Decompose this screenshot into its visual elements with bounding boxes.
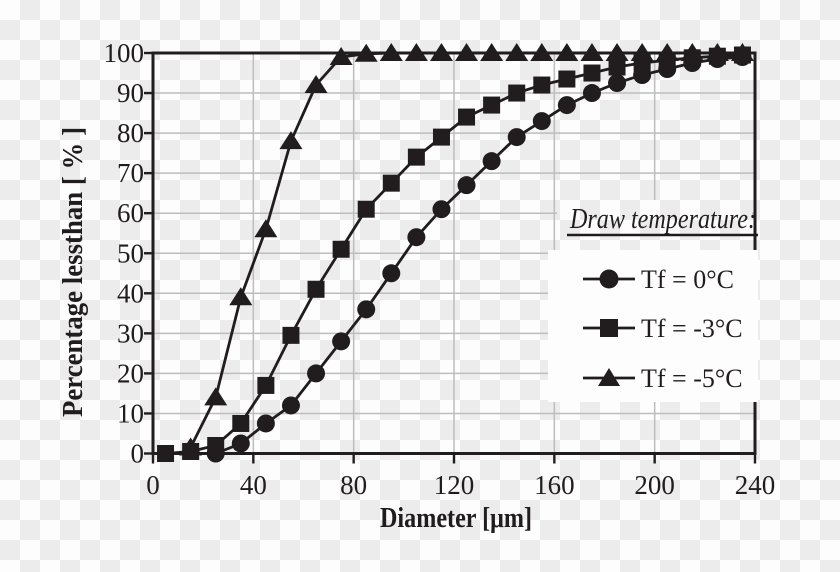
marker-square-tf-3-c-5 [157,445,175,462]
marker-triangle-tf-5-c-175 [580,43,604,61]
marker-square-tf-3-c-75 [332,240,350,258]
marker-square-tf-3-c-85 [357,200,375,218]
marker-triangle-tf-5-c-185 [605,43,629,61]
y-tick-label-100: 100 [104,38,145,68]
marker-triangle-tf-5-c-215 [680,43,704,61]
marker-triangle-tf-5-c-115 [429,43,453,61]
marker-circle-tf-0-c-55 [281,396,300,415]
marker-triangle-tf-5-c-85 [354,43,378,62]
axis-tick-labels: 0 40 80 120 160 200 240 0 10 20 30 40 50 60 70 80 90 100 [104,38,776,500]
marker-square-tf-3-c-25 [207,436,225,454]
legend-label-tf-minus5c: Tf = -5°C [641,364,743,393]
marker-triangle-tf-5-c-75 [329,47,353,66]
triangle-marker-icon [598,368,620,386]
data-series [157,43,754,463]
marker-circle-tf-0-c-165 [557,96,576,115]
marker-square-tf-3-c-55 [282,326,300,344]
x-tick-label-120: 120 [434,470,475,500]
marker-circle-tf-0-c-115 [432,200,451,219]
marker-triangle-tf-5-c-45 [254,219,278,238]
marker-triangle-tf-5-c-165 [555,43,579,61]
marker-circle-tf-0-c-95 [382,264,401,283]
marker-square-tf-3-c-135 [483,96,501,114]
marker-triangle-tf-5-c-25 [204,387,228,406]
marker-circle-tf-0-c-105 [407,228,426,247]
y-axis-title: Percentage lessthan [ % ] [58,127,89,417]
marker-square-tf-3-c-115 [432,128,450,146]
marker-circle-tf-0-c-185 [608,74,627,93]
marker-triangle-tf-5-c-125 [455,43,479,61]
marker-triangle-tf-5-c-145 [505,43,529,61]
marker-triangle-tf-5-c-95 [379,43,403,61]
marker-triangle-tf-5-c-105 [404,43,428,61]
circle-marker-icon [599,269,619,289]
square-marker-icon [600,319,618,337]
legend-title: Draw temperature: [569,204,756,235]
y-tick-label-20: 20 [117,358,144,388]
series-line-tf-0-c [215,55,743,455]
marker-triangle-tf-5-c-135 [480,43,504,61]
y-tick-label-10: 10 [117,398,144,428]
marker-circle-tf-0-c-85 [357,300,376,319]
marker-square-tf-3-c-175 [583,64,601,82]
y-tick-label-30: 30 [117,318,144,348]
marker-circle-tf-0-c-45 [256,414,275,433]
legend-item-tf-0c: Tf = 0°C [583,265,734,294]
x-axis-title: Diameter [μm] [380,503,532,534]
legend-item-tf-minus3c: Tf = -3°C [583,314,743,343]
y-tick-label-40: 40 [117,278,144,308]
marker-square-tf-3-c-65 [307,280,325,298]
legend-label-tf-minus3c: Tf = -3°C [641,314,743,343]
marker-circle-tf-0-c-75 [332,332,351,351]
marker-triangle-tf-5-c-65 [304,75,328,94]
x-tick-label-0: 0 [146,470,160,500]
legend-label-tf-0c: Tf = 0°C [641,265,734,294]
marker-triangle-tf-5-c-35 [229,287,253,306]
marker-square-tf-3-c-125 [458,108,476,126]
y-tick-label-70: 70 [117,158,144,188]
marker-circle-tf-0-c-135 [482,152,501,171]
marker-square-tf-3-c-185 [608,58,626,76]
marker-circle-tf-0-c-65 [307,364,326,383]
marker-triangle-tf-5-c-235 [730,43,754,61]
marker-triangle-tf-5-c-155 [530,43,554,61]
y-tick-label-90: 90 [117,78,144,108]
marker-square-tf-3-c-105 [407,148,425,166]
marker-square-tf-3-c-145 [508,84,526,102]
marker-triangle-tf-5-c-55 [279,131,303,150]
marker-square-tf-3-c-35 [232,414,250,432]
y-tick-label-0: 0 [131,439,145,469]
y-tick-label-80: 80 [117,118,144,148]
marker-circle-tf-0-c-145 [507,128,526,147]
x-tick-label-80: 80 [340,470,367,500]
marker-triangle-tf-5-c-15 [179,437,203,456]
marker-triangle-tf-5-c-205 [655,43,679,61]
marker-triangle-tf-5-c-195 [630,43,654,61]
marker-square-tf-3-c-45 [257,376,275,394]
marker-circle-tf-0-c-35 [231,434,250,453]
marker-circle-tf-0-c-155 [532,112,551,131]
y-tick-label-60: 60 [117,198,144,228]
marker-square-tf-3-c-165 [558,70,576,88]
legend-title-backdrop [557,200,752,250]
x-tick-label-40: 40 [240,470,267,500]
y-tick-label-50: 50 [117,238,144,268]
marker-square-tf-3-c-95 [382,174,400,192]
x-tick-label-160: 160 [534,470,575,500]
marker-triangle-tf-5-c-225 [705,43,729,61]
legend-item-tf-minus5c: Tf = -5°C [583,364,743,393]
x-tick-label-200: 200 [634,470,675,500]
x-tick-label-240: 240 [735,470,776,500]
marker-circle-tf-0-c-175 [582,84,601,103]
marker-circle-tf-0-c-125 [457,176,476,195]
marker-square-tf-3-c-155 [533,76,551,94]
